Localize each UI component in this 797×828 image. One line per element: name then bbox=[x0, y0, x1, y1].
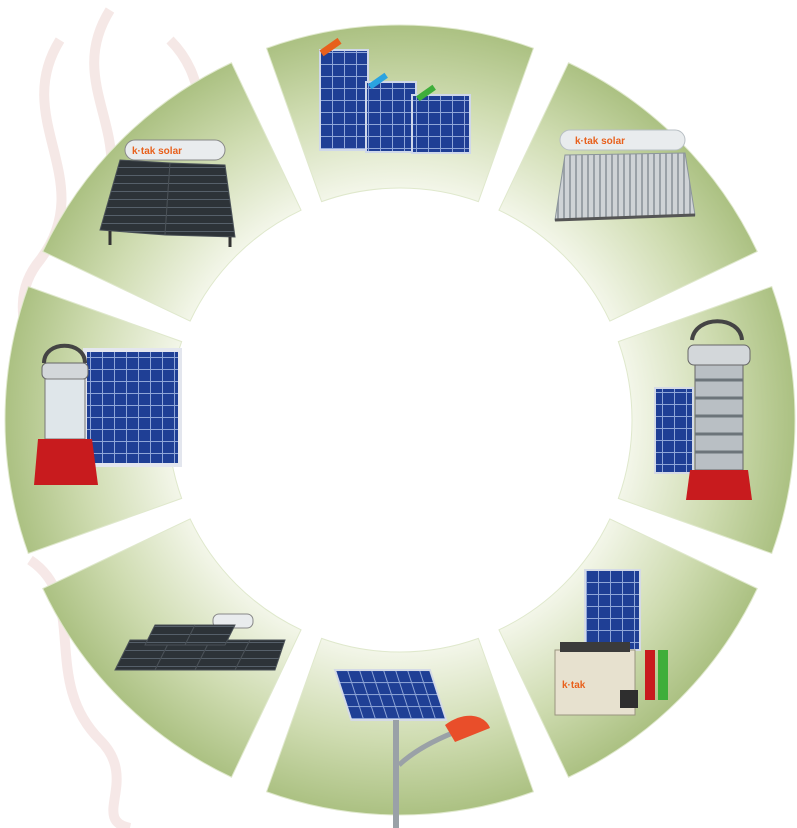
solar-lantern-small-panel-icon bbox=[34, 343, 182, 485]
solar-pv-modules-icon bbox=[319, 37, 471, 154]
solar-street-light-icon bbox=[333, 669, 490, 828]
industrial-solar-water-heater-icon bbox=[114, 613, 286, 671]
solar-lantern-with-panel-icon bbox=[654, 319, 752, 500]
svg-text:k·tak: k·tak bbox=[562, 680, 586, 691]
product-segment bbox=[265, 637, 535, 816]
svg-text:k·tak solar: k·tak solar bbox=[575, 136, 625, 147]
solar-home-system-icon: k·tak bbox=[554, 569, 668, 716]
product-images: k·tak solar k·tak bbox=[34, 37, 752, 828]
solar-water-heater-etc-icon: k·tak solar bbox=[554, 129, 696, 222]
svg-text:k·tak solar: k·tak solar bbox=[132, 146, 182, 157]
solar-water-heater-fpc-icon: k·tak solar bbox=[99, 139, 236, 247]
